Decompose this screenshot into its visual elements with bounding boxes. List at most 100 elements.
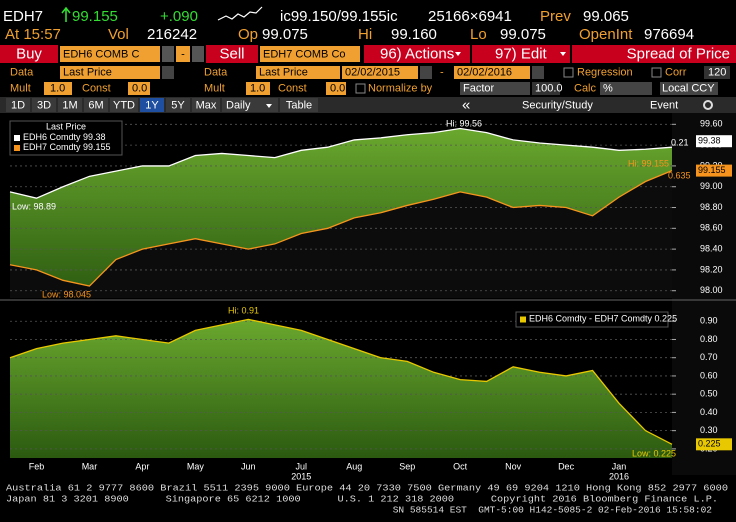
x-tick-label: Sep [399, 461, 415, 471]
tab-label: 5Y [171, 99, 185, 111]
change: +.090 [160, 8, 198, 25]
security1-input[interactable] [60, 46, 160, 62]
footer-line: SN 585514 EST GMT-5:00 H142-5085-2 02-Fe… [393, 505, 713, 516]
sell-button[interactable] [206, 45, 258, 63]
ticker: EDH7 [3, 8, 43, 25]
y-tick-label: 0.30 [700, 425, 718, 435]
year-label: 2015 [291, 471, 311, 481]
input-text: 1.0 [250, 82, 265, 94]
menu-label: 97) Edit [495, 45, 548, 62]
input-text: 0.0 [330, 82, 345, 94]
legend-swatch [520, 316, 526, 323]
annotation: Hi: 99.56 [446, 118, 482, 128]
input[interactable] [256, 66, 340, 79]
label: Regression [577, 66, 633, 78]
gear[interactable] [703, 100, 713, 110]
label: Data [10, 66, 34, 78]
dropdown[interactable] [162, 46, 174, 62]
input[interactable] [532, 82, 560, 95]
legend-entry: EDH7 Comdty 99.155 [23, 142, 111, 152]
legend-name: EDH6 Comdty - EDH7 Comdty [529, 314, 653, 324]
legend-name: EDH7 Comdty [23, 142, 81, 152]
label: Const [278, 82, 307, 94]
buy-button[interactable] [0, 45, 58, 63]
x-tick-label: Apr [135, 461, 149, 471]
input-text: 02/02/2016 [457, 66, 512, 78]
y-tick-label: 0.90 [700, 316, 718, 326]
label: Mult [10, 82, 31, 94]
y-tick-label: 0.70 [700, 352, 718, 362]
security2-input[interactable] [260, 46, 360, 62]
title-bar [572, 45, 736, 63]
input[interactable] [704, 66, 730, 79]
input-text: 02/02/2015 [345, 66, 400, 78]
input[interactable] [44, 82, 72, 95]
dropdown[interactable] [660, 82, 718, 95]
input[interactable] [60, 66, 160, 79]
actions-menu[interactable] [364, 45, 470, 63]
x-tick-label: Dec [558, 461, 575, 471]
checkbox[interactable] [651, 67, 662, 78]
dropdown[interactable] [600, 82, 652, 95]
edit-menu[interactable] [472, 45, 570, 63]
area [10, 319, 672, 458]
range-tab[interactable] [140, 98, 164, 112]
last-value-box [696, 438, 732, 451]
title: Spread of Price [627, 45, 730, 62]
dropdown[interactable] [192, 46, 204, 62]
back-button[interactable]: « [462, 96, 470, 113]
x-tick-label: Jul [296, 461, 308, 471]
label: Normalize by [368, 82, 433, 94]
area [10, 170, 672, 298]
table-tab[interactable] [280, 98, 318, 112]
last-price: 99.155 [72, 8, 118, 25]
menu-label: Security/Study [522, 99, 593, 111]
input[interactable] [342, 66, 418, 79]
annotation: Low: 98.045 [42, 289, 91, 299]
checkbox[interactable] [355, 83, 366, 94]
label: Prev [540, 8, 571, 25]
y-tick-label: 99.60 [700, 119, 723, 129]
input-text: - [181, 48, 185, 60]
range-tab[interactable] [58, 98, 82, 112]
y-tick-label: 98.20 [700, 264, 723, 274]
tab-label: Table [286, 99, 312, 111]
input[interactable] [128, 82, 150, 95]
input-text: EDH6 COMB C [63, 48, 139, 60]
tab-label: 1D [11, 99, 25, 111]
calendar[interactable] [532, 66, 544, 79]
calendar[interactable] [420, 66, 432, 79]
range-tab[interactable] [84, 98, 108, 112]
dropdown[interactable] [460, 82, 530, 95]
checkbox[interactable] [563, 67, 574, 78]
range-tab[interactable] [6, 98, 30, 112]
x-tick-label: May [187, 461, 205, 471]
label: Lo [470, 26, 487, 43]
input-text: % [603, 82, 613, 94]
tab-label: 1Y [145, 99, 159, 111]
input-text: Factor [463, 82, 495, 94]
caret [560, 52, 566, 56]
range-tab[interactable] [166, 98, 190, 112]
size: 25166×6941 [428, 8, 512, 25]
label: Hi [358, 26, 372, 43]
period-dropdown[interactable] [222, 98, 278, 112]
range-tab[interactable] [110, 98, 138, 112]
y-tick-label: 0.80 [700, 334, 718, 344]
annotation: 0.635 [668, 170, 691, 180]
label: Mult [204, 82, 225, 94]
operator-input[interactable] [176, 46, 190, 62]
input[interactable] [246, 82, 270, 95]
checkboxes [355, 67, 662, 94]
line [9, 318, 673, 445]
y-tick-label: 99.00 [700, 181, 723, 191]
footer-line: Australia 61 2 9777 8600 Brazil 5511 239… [6, 483, 728, 494]
dropdown[interactable] [162, 66, 174, 79]
range-tab[interactable] [32, 98, 56, 112]
last-value-label: 99.38 [698, 136, 721, 146]
range-tab[interactable] [192, 98, 220, 112]
input[interactable] [454, 66, 530, 79]
input[interactable] [326, 82, 346, 95]
x-tick-label: Aug [346, 461, 362, 471]
